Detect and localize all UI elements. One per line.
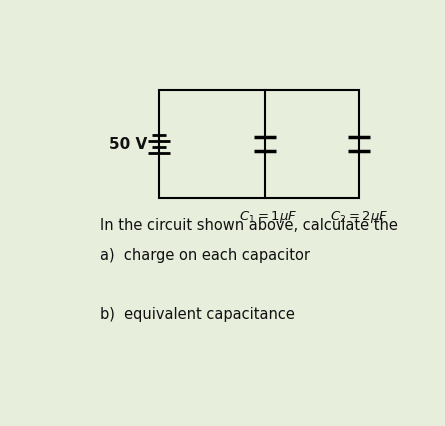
Bar [159,90,359,199]
Text: a)  charge on each capacitor: a) charge on each capacitor [101,247,311,262]
Text: In the circuit shown above, calculate the: In the circuit shown above, calculate th… [101,218,398,233]
Text: b)  equivalent capacitance: b) equivalent capacitance [101,306,295,321]
Text: 50 V: 50 V [109,137,147,152]
Text: $C_2 = 2\mu F$: $C_2 = 2\mu F$ [330,209,388,225]
Text: $C_1 = 1\mu F$: $C_1 = 1\mu F$ [239,209,298,225]
